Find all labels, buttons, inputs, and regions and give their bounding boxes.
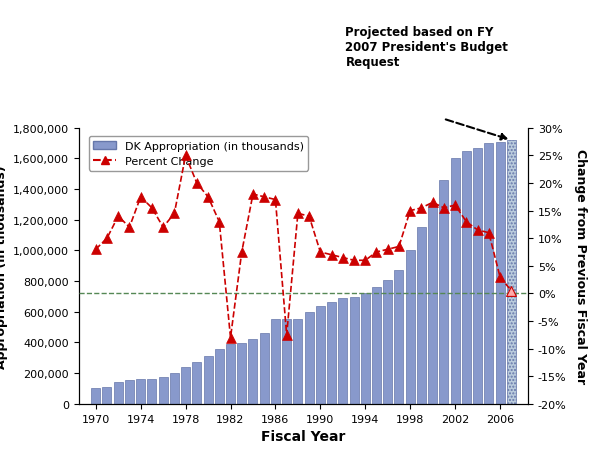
Point: [304, 213, 314, 220]
Legend: DK Appropriation (in thousands), Percent Change: DK Appropriation (in thousands), Percent…: [89, 137, 308, 171]
Bar: [305, 312, 314, 404]
Text: Projected based on FY
2007 President's Budget
Request: Projected based on FY 2007 President's B…: [345, 26, 508, 68]
Bar: [158, 377, 168, 404]
Point: [237, 249, 246, 256]
Point: [271, 196, 280, 204]
Point: [394, 243, 404, 251]
Bar: [450, 159, 459, 404]
Point: [349, 257, 359, 264]
Point: [416, 205, 426, 212]
Bar: [215, 349, 224, 404]
Point: [327, 252, 336, 259]
Bar: [473, 148, 482, 404]
Point: [248, 191, 258, 198]
Bar: [350, 297, 359, 404]
Point: [102, 235, 112, 242]
Bar: [495, 142, 504, 404]
Bar: [507, 141, 516, 404]
Bar: [192, 363, 202, 404]
Point: [114, 213, 123, 220]
Point: [282, 331, 291, 339]
Bar: [248, 340, 257, 404]
Bar: [260, 333, 269, 404]
Bar: [125, 380, 134, 404]
Point: [371, 249, 381, 256]
Y-axis label: Appropriation (in thousands): Appropriation (in thousands): [0, 165, 7, 368]
Point: [214, 218, 224, 226]
Point: [192, 180, 202, 187]
Point: [405, 207, 415, 215]
Point: [439, 205, 449, 212]
Point: [91, 246, 101, 253]
Bar: [327, 302, 336, 404]
Y-axis label: Change from Previous Fiscal Year: Change from Previous Fiscal Year: [574, 149, 588, 384]
Bar: [91, 389, 100, 404]
Point: [169, 210, 179, 218]
Point: [203, 194, 213, 201]
Point: [450, 202, 460, 209]
Bar: [114, 382, 123, 404]
Bar: [282, 319, 291, 404]
Point: [428, 199, 438, 207]
Bar: [293, 319, 302, 404]
Bar: [148, 379, 157, 404]
Bar: [181, 367, 190, 404]
Point: [506, 287, 516, 295]
Point: [495, 274, 505, 281]
Point: [338, 254, 348, 262]
Bar: [226, 344, 235, 404]
Bar: [170, 373, 179, 404]
Point: [124, 224, 134, 231]
Bar: [361, 294, 370, 404]
Bar: [103, 387, 112, 404]
Bar: [338, 298, 347, 404]
Bar: [136, 380, 145, 404]
Bar: [395, 271, 404, 404]
Bar: [271, 320, 280, 404]
Bar: [372, 288, 381, 404]
Point: [473, 227, 483, 234]
Point: [181, 152, 191, 160]
X-axis label: Fiscal Year: Fiscal Year: [261, 429, 346, 443]
Bar: [428, 205, 437, 404]
Point: [293, 210, 303, 218]
Bar: [383, 280, 392, 404]
Point: [316, 249, 325, 256]
Bar: [237, 343, 246, 404]
Bar: [405, 251, 415, 404]
Bar: [203, 357, 212, 404]
Bar: [439, 180, 449, 404]
Point: [136, 194, 146, 201]
Point: [461, 218, 471, 226]
Point: [383, 246, 393, 253]
Bar: [316, 306, 325, 404]
Bar: [462, 151, 471, 404]
Point: [158, 224, 168, 231]
Point: [147, 205, 157, 212]
Point: [259, 194, 269, 201]
Point: [361, 257, 370, 264]
Point: [226, 334, 236, 341]
Point: [484, 230, 493, 237]
Bar: [417, 228, 426, 404]
Bar: [484, 144, 493, 404]
